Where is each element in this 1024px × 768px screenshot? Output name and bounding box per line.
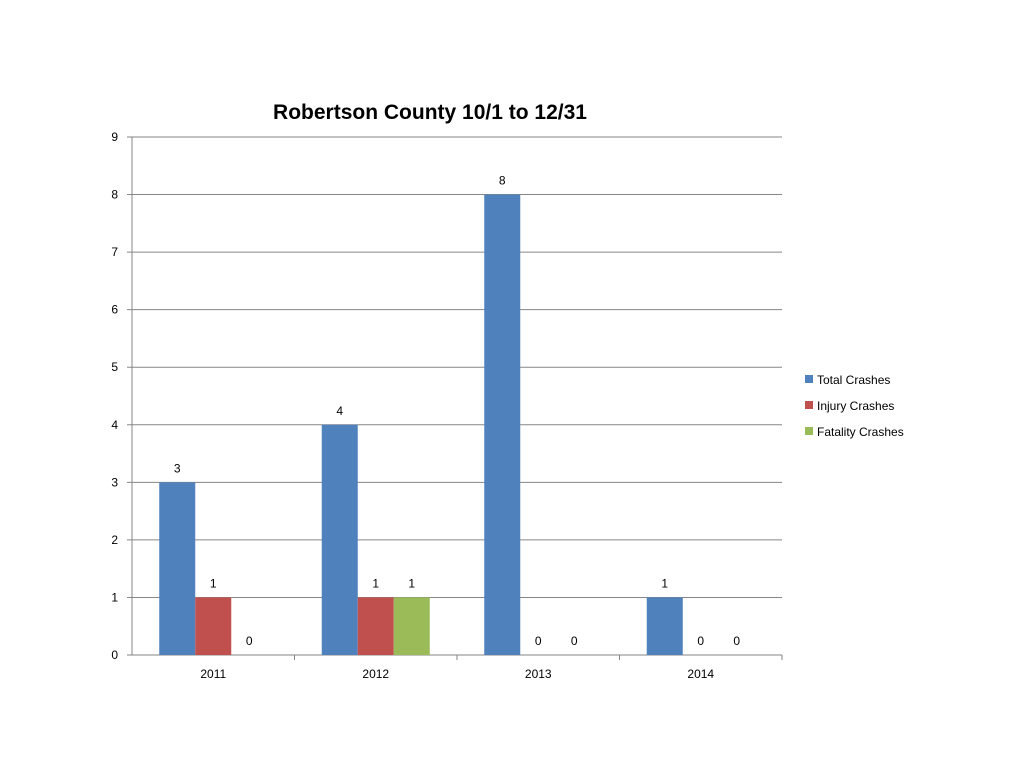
legend-label-injury-crashes: Injury Crashes: [817, 399, 894, 413]
x-tick-label-2012: 2012: [362, 667, 389, 681]
x-tick-label-2014: 2014: [687, 667, 714, 681]
y-tick-label-8: 8: [111, 188, 118, 202]
legend-swatch-injury-crashes: [805, 401, 813, 409]
data-label-total-crashes-2014: 1: [661, 576, 668, 590]
data-label-total-crashes-2011: 3: [174, 461, 181, 475]
bar-total-crashes-2014: [646, 597, 683, 655]
data-label-injury-crashes-2011: 1: [210, 576, 217, 590]
y-axis-ticks: 0 1 2 3 4 5 6 7 8 9: [111, 130, 118, 662]
bars: [159, 194, 683, 656]
y-tick-label-9: 9: [111, 130, 118, 144]
y-tick-label-4: 4: [111, 418, 118, 432]
data-labels: 3 1 0 4 1 1 8 0 0 1 0 0: [174, 174, 741, 648]
bar-fatality-crashes-2012: [393, 597, 430, 655]
x-tick-label-2011: 2011: [200, 667, 226, 681]
chart-title: Robertson County 10/1 to 12/31: [273, 101, 587, 124]
data-label-fatality-crashes-2012: 1: [408, 576, 415, 590]
data-label-injury-crashes-2014: 0: [697, 634, 704, 648]
legend: Total Crashes Injury Crashes Fatality Cras…: [805, 373, 904, 439]
data-label-fatality-crashes-2013: 0: [571, 634, 578, 648]
bar-total-crashes-2011: [159, 482, 196, 655]
bar-total-crashes-2012: [321, 424, 358, 655]
data-label-total-crashes-2012: 4: [336, 404, 343, 418]
legend-swatch-fatality-crashes: [805, 427, 813, 435]
data-label-fatality-crashes-2011: 0: [246, 634, 253, 648]
y-tick-label-0: 0: [111, 648, 118, 662]
x-axis-ticks: 2011 2012 2013 2014: [200, 667, 714, 681]
x-tick-label-2013: 2013: [525, 667, 552, 681]
y-tick-label-2: 2: [111, 533, 118, 547]
bar-injury-crashes-2012: [357, 597, 394, 655]
data-label-injury-crashes-2012: 1: [372, 576, 379, 590]
data-label-fatality-crashes-2014: 0: [733, 634, 740, 648]
y-tick-label-3: 3: [111, 475, 118, 489]
data-label-injury-crashes-2013: 0: [535, 634, 542, 648]
y-tick-label-1: 1: [111, 590, 118, 604]
bar-total-crashes-2013: [484, 194, 521, 656]
legend-label-fatality-crashes: Fatality Crashes: [817, 425, 904, 439]
y-tick-label-6: 6: [111, 303, 118, 317]
legend-label-total-crashes: Total Crashes: [817, 373, 890, 387]
data-label-total-crashes-2013: 8: [499, 174, 506, 188]
bar-injury-crashes-2011: [195, 597, 232, 655]
gridlines: [127, 136, 783, 660]
y-tick-label-5: 5: [111, 360, 118, 374]
y-tick-label-7: 7: [111, 245, 118, 259]
legend-swatch-total-crashes: [805, 375, 813, 383]
